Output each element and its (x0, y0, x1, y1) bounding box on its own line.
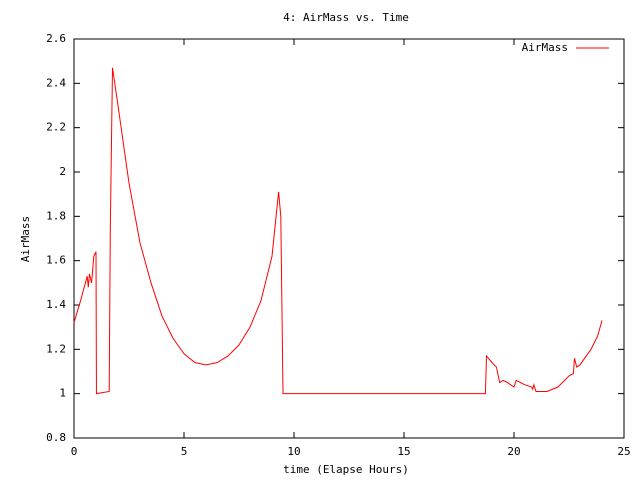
y-tick-label: 1 (59, 387, 66, 400)
y-tick-label: 2.2 (46, 121, 66, 134)
y-tick-label: 1.8 (46, 209, 66, 222)
y-tick-label: 1.4 (46, 298, 66, 311)
x-axis-label: time (Elapse Hours) (283, 463, 409, 476)
x-tick-label: 10 (287, 445, 300, 458)
plot-frame (73, 38, 625, 439)
x-tick-label: 0 (71, 445, 78, 458)
y-tick-label: 1.2 (46, 342, 66, 355)
x-tick-label: 25 (617, 445, 630, 458)
data-line (73, 67, 603, 395)
y-axis-label: AirMass (19, 216, 32, 262)
x-tick-label: 15 (397, 445, 410, 458)
chart-title: 4: AirMass vs. Time (283, 11, 409, 24)
y-tick-label: 2 (59, 165, 66, 178)
y-tick-label: 0.8 (46, 431, 66, 444)
x-tick-label: 5 (181, 445, 188, 458)
y-tick-label: 2.6 (46, 32, 66, 45)
y-tick-label: 1.6 (46, 254, 66, 267)
y-tick-label: 2.4 (46, 76, 66, 89)
x-tick-label: 20 (507, 445, 520, 458)
legend-label: AirMass (522, 41, 568, 54)
